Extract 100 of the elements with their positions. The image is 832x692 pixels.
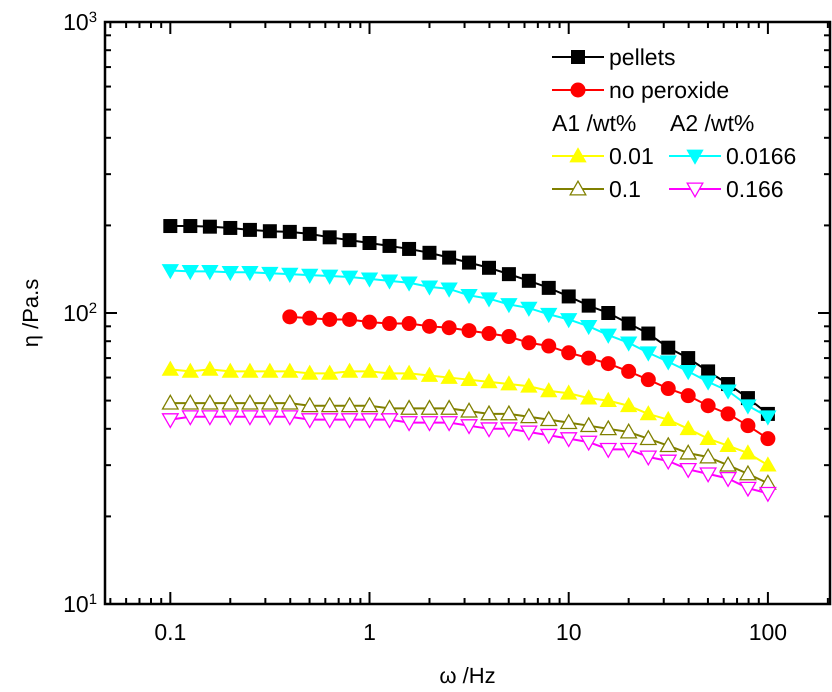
point	[740, 399, 756, 414]
point	[680, 365, 696, 380]
point	[162, 361, 179, 376]
point	[440, 416, 458, 432]
point	[301, 268, 318, 284]
legend-label: no peroxide	[609, 77, 730, 103]
point	[321, 413, 338, 428]
point	[262, 266, 278, 282]
point	[540, 308, 558, 323]
point	[202, 265, 218, 280]
point	[500, 422, 518, 438]
point	[163, 219, 178, 234]
point	[540, 411, 558, 426]
point	[261, 410, 278, 426]
point	[222, 266, 239, 281]
point	[500, 298, 518, 313]
point	[421, 280, 438, 296]
point	[700, 467, 717, 482]
point	[302, 226, 317, 241]
point	[341, 270, 358, 286]
point	[361, 363, 378, 378]
point	[460, 419, 478, 434]
point	[700, 375, 716, 390]
point	[242, 363, 258, 378]
point	[182, 394, 199, 410]
point	[182, 265, 199, 280]
point	[341, 363, 358, 378]
point	[400, 416, 418, 432]
point	[660, 411, 677, 426]
point	[640, 450, 657, 466]
point	[460, 371, 478, 386]
point	[500, 376, 518, 390]
point	[580, 320, 597, 335]
point	[600, 328, 617, 344]
point	[222, 394, 239, 410]
point	[182, 363, 199, 378]
point	[720, 437, 736, 452]
legend-label: 0.01	[609, 143, 654, 169]
x-tick-label: 0.1	[154, 619, 186, 645]
point	[361, 397, 378, 412]
point	[321, 397, 338, 412]
point	[281, 410, 298, 426]
annotation: A1 /wt%	[552, 110, 636, 136]
point	[282, 363, 298, 378]
point	[641, 326, 656, 341]
point	[661, 340, 676, 355]
point	[560, 432, 578, 448]
point	[201, 410, 218, 426]
point	[480, 292, 498, 307]
point	[640, 406, 657, 420]
point	[542, 280, 556, 295]
point	[480, 374, 498, 388]
point	[321, 270, 338, 284]
point	[242, 266, 258, 281]
point	[242, 222, 257, 237]
point	[540, 382, 558, 398]
point	[640, 346, 657, 362]
point	[522, 274, 536, 288]
point	[400, 365, 418, 380]
point	[182, 410, 199, 426]
legend-label: 0.166	[726, 176, 784, 202]
point	[720, 456, 737, 472]
point	[760, 456, 776, 472]
point	[480, 422, 498, 438]
y-tick-label: 10$^{3}$	[63, 8, 97, 35]
point	[183, 219, 198, 234]
point	[362, 236, 377, 250]
point	[400, 276, 418, 292]
point	[262, 224, 277, 238]
point	[421, 367, 438, 382]
point	[540, 428, 558, 444]
point	[162, 394, 179, 410]
point	[421, 400, 438, 415]
point	[361, 413, 378, 428]
point	[422, 246, 436, 260]
point	[720, 472, 737, 487]
y-axis-title: η /Pa.s	[18, 278, 43, 348]
point	[440, 369, 458, 384]
point	[520, 408, 538, 424]
point	[681, 351, 696, 366]
point	[480, 405, 498, 420]
point	[601, 306, 616, 320]
point	[421, 416, 438, 432]
point	[381, 365, 398, 380]
point	[502, 267, 516, 282]
point	[739, 482, 756, 497]
point	[760, 410, 776, 426]
legend-label: 0.1	[609, 176, 641, 202]
point	[222, 410, 239, 426]
point	[680, 462, 697, 478]
point	[301, 397, 318, 412]
point	[460, 402, 478, 418]
point	[580, 417, 598, 432]
point	[202, 361, 218, 376]
x-tick-label: 1	[363, 619, 376, 645]
point	[262, 363, 278, 378]
point	[622, 316, 636, 331]
point	[580, 436, 598, 451]
point	[460, 288, 478, 304]
point	[600, 442, 617, 458]
